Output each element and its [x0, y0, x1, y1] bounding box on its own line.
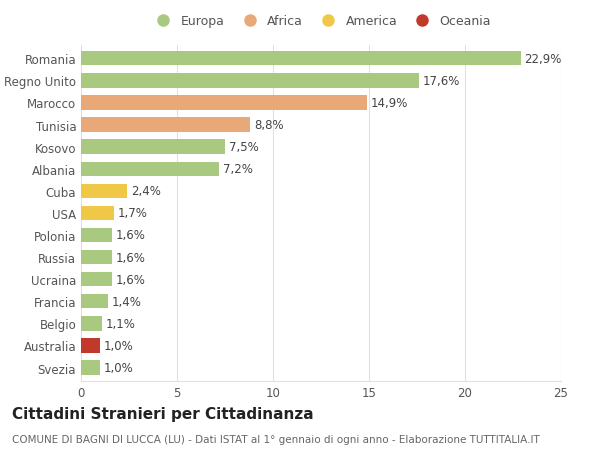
- Text: 1,0%: 1,0%: [104, 339, 134, 352]
- Text: 22,9%: 22,9%: [524, 53, 562, 66]
- Text: 1,4%: 1,4%: [112, 295, 142, 308]
- Text: Cittadini Stranieri per Cittadinanza: Cittadini Stranieri per Cittadinanza: [12, 406, 314, 421]
- Text: 7,2%: 7,2%: [223, 163, 253, 176]
- Text: 1,7%: 1,7%: [118, 207, 148, 220]
- Text: 17,6%: 17,6%: [423, 75, 460, 88]
- Bar: [81, 317, 102, 331]
- Text: 14,9%: 14,9%: [371, 97, 408, 110]
- Text: 1,1%: 1,1%: [106, 317, 136, 330]
- Bar: [81, 250, 112, 265]
- Bar: [81, 339, 100, 353]
- Legend: Europa, Africa, America, Oceania: Europa, Africa, America, Oceania: [146, 10, 496, 33]
- Text: 2,4%: 2,4%: [131, 185, 161, 198]
- Text: 8,8%: 8,8%: [254, 119, 283, 132]
- Text: 1,0%: 1,0%: [104, 361, 134, 374]
- Bar: [81, 118, 250, 133]
- Bar: [81, 184, 127, 199]
- Bar: [81, 162, 219, 177]
- Bar: [81, 74, 419, 88]
- Text: 7,5%: 7,5%: [229, 141, 259, 154]
- Bar: [81, 96, 367, 110]
- Text: 1,6%: 1,6%: [116, 273, 145, 286]
- Text: COMUNE DI BAGNI DI LUCCA (LU) - Dati ISTAT al 1° gennaio di ogni anno - Elaboraz: COMUNE DI BAGNI DI LUCCA (LU) - Dati IST…: [12, 434, 540, 444]
- Bar: [81, 140, 225, 155]
- Bar: [81, 361, 100, 375]
- Bar: [81, 52, 521, 66]
- Bar: [81, 294, 108, 309]
- Text: 1,6%: 1,6%: [116, 251, 145, 264]
- Bar: [81, 228, 112, 243]
- Bar: [81, 272, 112, 287]
- Text: 1,6%: 1,6%: [116, 229, 145, 242]
- Bar: [81, 206, 113, 221]
